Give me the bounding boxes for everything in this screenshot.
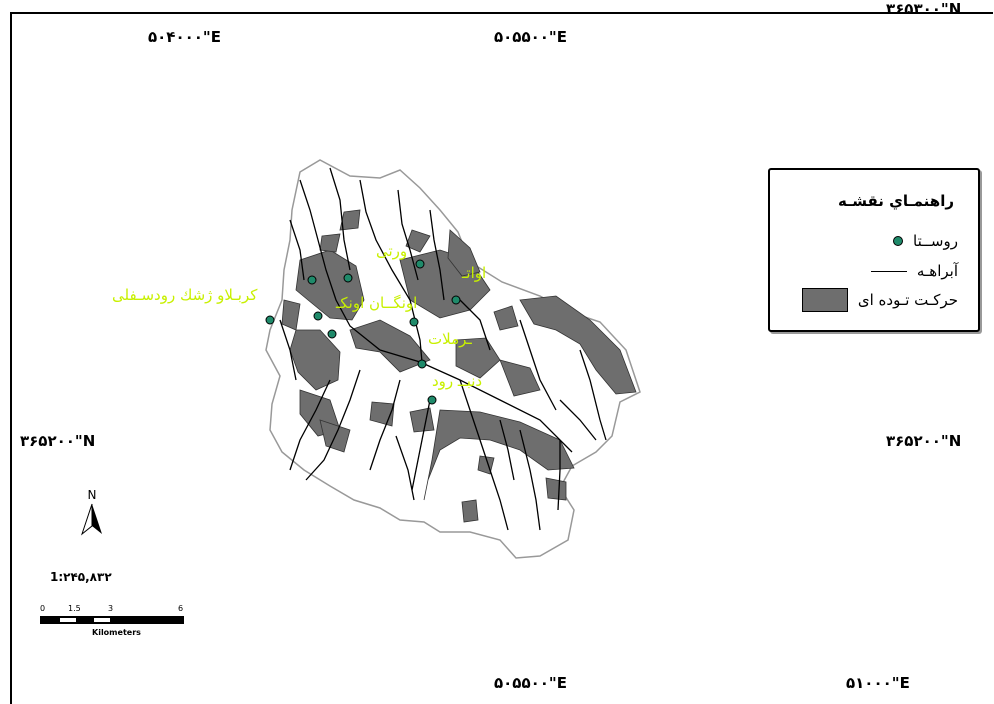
north-letter: N (87, 488, 97, 502)
village-label-5: ـرملات (428, 330, 472, 348)
landslide-polygon-icon (801, 288, 848, 312)
legend-row-stream: آبراهـه (870, 262, 958, 280)
map-legend: راهنمـاي نقشـه روســتا آبراهـه حركـت تـو… (768, 168, 980, 332)
lat-label-right: ۳۶۵۲۰۰"N (886, 432, 962, 450)
scale-ratio: 1:۲۴۵,۸۳۲ (50, 570, 112, 584)
scale-tick-0: 0 (40, 604, 46, 613)
lon-label-top-center: ۵۰۵۵۰۰"E (494, 28, 567, 46)
village-points (265, 259, 461, 405)
lat-label-left: ۳۶۵۲۰۰"N (20, 432, 96, 450)
stream-line-icon (870, 270, 907, 272)
scale-bar (40, 616, 184, 624)
legend-row-village: روســتا (893, 232, 958, 250)
village-dot-icon (893, 236, 904, 246)
village-label-1: ورتی (376, 242, 408, 260)
legend-title: راهنمـاي نقشـه (837, 192, 954, 210)
scale-units: Kilometers (92, 628, 141, 637)
scale-tick-2: 3 (108, 604, 114, 613)
lon-label-bottom-right: ۵۱۰۰۰"E (846, 674, 910, 692)
village-label-6: دنبــ رود (432, 372, 483, 390)
legend-row-landslide: حركـت تـوده اى (801, 288, 958, 312)
north-arrow: N (80, 488, 104, 540)
village-label-2: اواتـ (462, 264, 487, 282)
legend-village-label: روســتا (913, 232, 958, 250)
legend-stream-label: آبراهـه (916, 262, 958, 280)
north-arrow-icon (80, 503, 102, 536)
village-label-3: كربـلاو ژشك رودسـفلى (112, 286, 258, 304)
legend-landslide-label: حركـت تـوده اى (857, 291, 958, 309)
scale-tick-1: 1.5 (68, 604, 81, 613)
village-label-4: اونگــان اونكـ (336, 294, 418, 312)
lon-label-top-left: ۵۰۴۰۰۰"E (148, 28, 221, 46)
scale-tick-3: 6 (178, 604, 184, 613)
lat-label-top-right: ۳۶۵۳۰۰"N (886, 0, 962, 18)
streams (279, 167, 607, 531)
map-frame (10, 12, 993, 704)
lon-label-bottom-center: ۵۰۵۵۰۰"E (494, 674, 567, 692)
